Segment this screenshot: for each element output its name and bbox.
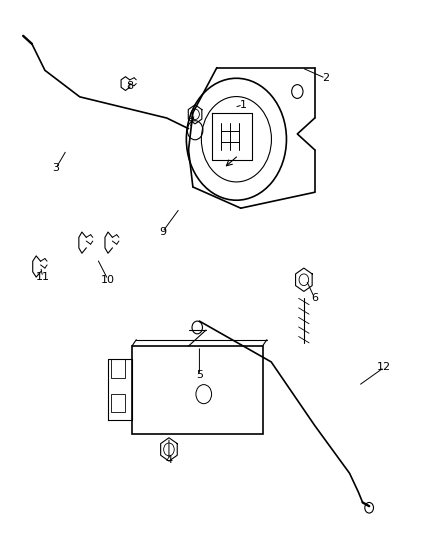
Text: 1: 1: [240, 100, 247, 110]
Text: 10: 10: [101, 274, 115, 285]
Text: 8: 8: [126, 81, 133, 91]
Text: 12: 12: [377, 362, 392, 372]
Text: 7: 7: [187, 118, 194, 128]
Text: 5: 5: [196, 370, 203, 380]
Text: 11: 11: [36, 272, 50, 282]
Text: 3: 3: [52, 164, 59, 173]
Text: 9: 9: [159, 227, 166, 237]
Text: 4: 4: [166, 455, 173, 465]
Text: 6: 6: [311, 293, 318, 303]
Text: 2: 2: [322, 73, 329, 83]
